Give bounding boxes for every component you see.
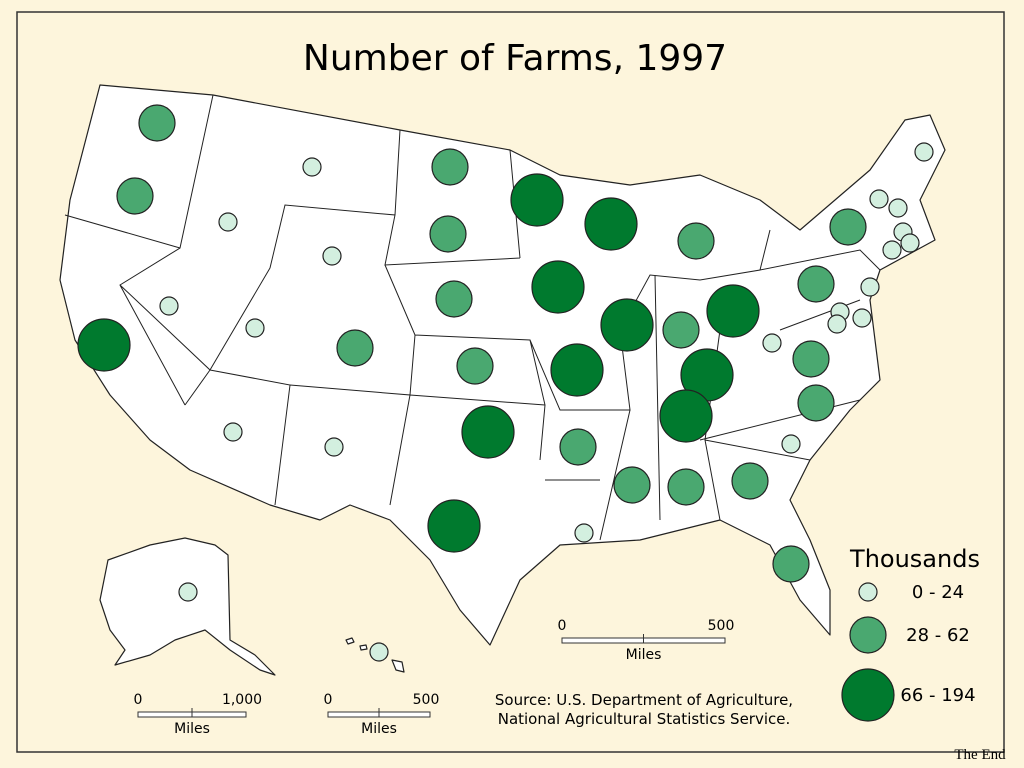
farm-symbol [559, 428, 597, 466]
legend-symbol [841, 668, 895, 722]
scale-start: 0 [558, 618, 567, 634]
scale-end: 500 [708, 618, 735, 634]
farm-symbol [429, 215, 467, 253]
farm-symbol [667, 468, 705, 506]
legend: 0 - 24 28 - 62 66 - 194 [841, 582, 976, 722]
legend-label: 0 - 24 [912, 582, 964, 603]
farm-symbol [852, 308, 872, 328]
farm-symbol [369, 642, 389, 662]
farm-symbol [662, 311, 700, 349]
farm-symbol [138, 104, 176, 142]
source-line: National Agricultural Statistics Service… [498, 710, 791, 728]
farm-symbol [178, 582, 198, 602]
scale-start: 0 [324, 692, 333, 708]
farm-symbol [531, 260, 585, 314]
farm-symbol [900, 233, 920, 253]
farm-symbol [914, 142, 934, 162]
farm-symbol [77, 318, 131, 372]
farm-symbol [869, 189, 889, 209]
farm-symbol [613, 466, 651, 504]
alaska [99, 537, 276, 676]
farm-symbol [781, 434, 801, 454]
scale-unit: Miles [361, 721, 397, 737]
scale-bars: 0 1,000 Miles 0 500 Miles 0 500 Miles [134, 618, 735, 737]
legend-symbol [849, 616, 887, 654]
farm-symbol [435, 280, 473, 318]
farm-symbol [427, 499, 481, 553]
farm-symbol [431, 148, 469, 186]
farm-symbol [772, 545, 810, 583]
farm-symbol [223, 422, 243, 442]
legend-title: Thousands [849, 545, 980, 573]
farm-symbol [731, 462, 769, 500]
farm-symbol [322, 246, 342, 266]
farm-symbol [792, 340, 830, 378]
farm-symbol [888, 198, 908, 218]
hawaii [345, 637, 405, 673]
legend-symbol [858, 582, 878, 602]
title: Number of Farms, 1997 [303, 38, 727, 79]
farm-symbol [510, 173, 564, 227]
scale-unit: Miles [174, 721, 210, 737]
farm-symbol [461, 405, 515, 459]
farm-symbol [218, 212, 238, 232]
farm-symbol [600, 298, 654, 352]
scale-end: 1,000 [222, 692, 262, 708]
farm-symbol [302, 157, 322, 177]
source-line: Source: U.S. Department of Agriculture, [495, 691, 793, 709]
farm-symbol [584, 197, 638, 251]
farm-symbol [797, 384, 835, 422]
farm-symbol [797, 265, 835, 303]
farm-symbols [77, 104, 934, 662]
farm-symbol [677, 222, 715, 260]
farm-symbol [882, 240, 902, 260]
us-map [59, 84, 946, 676]
scale-start: 0 [134, 692, 143, 708]
farm-symbol [860, 277, 880, 297]
farm-symbol [827, 314, 847, 334]
farm-symbol [659, 389, 713, 443]
farm-symbol [550, 343, 604, 397]
farm-symbol [762, 333, 782, 353]
farm-symbol [324, 437, 344, 457]
farm-symbol [829, 208, 867, 246]
scale-unit: Miles [626, 647, 662, 663]
farm-symbol [706, 284, 760, 338]
farm-symbol [159, 296, 179, 316]
scale-end: 500 [413, 692, 440, 708]
farm-symbol [336, 329, 374, 367]
farm-symbol [116, 177, 154, 215]
farm-symbol [574, 523, 594, 543]
farm-symbol [245, 318, 265, 338]
farm-symbol [456, 347, 494, 385]
contiguous-us [59, 84, 946, 646]
footer: The End [954, 747, 1006, 763]
legend-label: 28 - 62 [906, 625, 970, 646]
legend-label: 66 - 194 [900, 685, 975, 706]
